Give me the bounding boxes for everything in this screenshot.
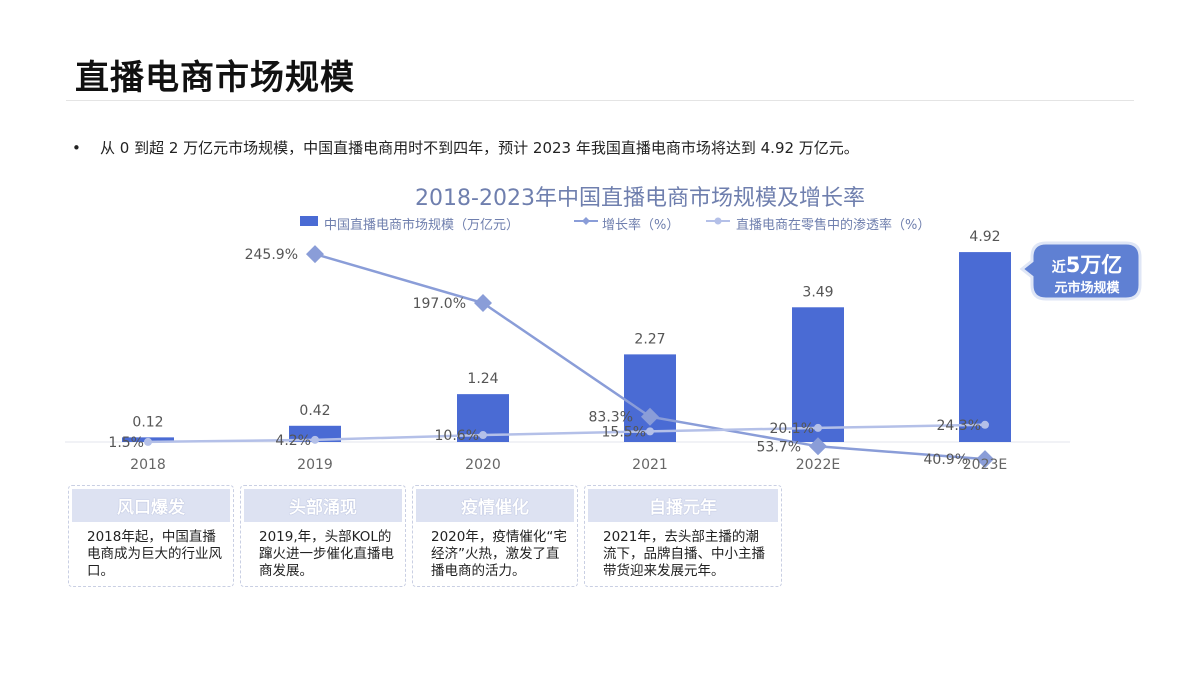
phase-card-2019: 头部涌现 2019,年，头部KOL的蹿火进一步催化直播电商发展。 xyxy=(240,485,406,587)
growth-rate-label: 197.0% xyxy=(413,296,466,312)
phase-card-2018: 风口爆发 2018年起，中国直播电商成为巨大的行业风口。 xyxy=(68,485,234,587)
bar-value-label: 1.24 xyxy=(467,371,498,387)
growth-rate-marker xyxy=(976,450,994,469)
callout-prefix: 近 xyxy=(1052,259,1066,276)
bar-value-label: 0.12 xyxy=(132,414,163,430)
legend-label-growth: 增长率（%） xyxy=(602,217,679,233)
callout-line-2: 元市场规模 xyxy=(1054,280,1120,296)
bar-value-label: 3.49 xyxy=(802,284,833,300)
x-tick-label: 2021 xyxy=(632,457,668,473)
phase-text: 2019,年，头部KOL的蹿火进一步催化直播电商发展。 xyxy=(259,529,394,579)
growth-rate-label: 40.9% xyxy=(924,452,968,468)
growth-rate-label: 53.7% xyxy=(757,439,801,455)
bar-2019 xyxy=(289,425,341,442)
growth-rate-marker xyxy=(474,294,492,312)
phase-card-2021: 自播元年 2021年，去头部主播的潮流下，品牌自播、中小主播带货迎来发展元年。 xyxy=(584,485,782,587)
callout-bubble xyxy=(1019,241,1142,301)
bar-value-label: 4.92 xyxy=(969,229,1000,245)
x-tick-label: 2018 xyxy=(130,457,166,473)
phase-title: 疫情催化 xyxy=(416,489,574,522)
chart-title: 2018-2023年中国直播电商市场规模及增长率 xyxy=(415,186,865,211)
phase-title: 自播元年 xyxy=(588,489,778,522)
bar-value-label: 0.42 xyxy=(299,403,330,419)
penetration-rate-marker xyxy=(814,423,822,432)
phase-title: 风口爆发 xyxy=(72,489,230,522)
penetration-rate-marker xyxy=(981,420,989,429)
penetration-rate-label: 24.3% xyxy=(937,418,981,434)
x-tick-label: 2020 xyxy=(465,457,501,473)
penetration-rate-marker xyxy=(311,435,319,444)
callout-emphasis: 5万亿 xyxy=(1066,253,1123,277)
phase-text: 2018年起，中国直播电商成为巨大的行业风口。 xyxy=(87,529,222,579)
growth-rate-marker xyxy=(306,245,324,264)
penetration-rate-marker xyxy=(646,427,654,436)
penetration-rate-label: 1.5% xyxy=(108,435,144,451)
bullet-text: 从 0 到超 2 万亿元市场规模，中国直播电商用时不到四年，预计 2023 年我… xyxy=(100,139,859,157)
title-divider xyxy=(66,100,1134,101)
growth-rate-marker xyxy=(641,407,659,426)
phase-title: 头部涌现 xyxy=(244,489,402,522)
bar-2023E xyxy=(959,252,1011,442)
penetration-rate-label: 4.2% xyxy=(275,433,311,449)
legend-marker-growth xyxy=(582,217,590,225)
bar-value-label: 2.27 xyxy=(634,331,665,347)
page-title: 直播电商市场规模 xyxy=(75,58,355,98)
growth-rate-label: 245.9% xyxy=(245,247,298,263)
x-tick-label: 2019 xyxy=(297,457,333,473)
phase-card-2020: 疫情催化 2020年，疫情催化“宅经济”火热，激发了直播电商的活力。 xyxy=(412,485,578,587)
legend-label-size: 中国直播电商市场规模（万亿元） xyxy=(324,217,519,233)
growth-rate-marker xyxy=(809,437,827,456)
phase-text: 2020年，疫情催化“宅经济”火热，激发了直播电商的活力。 xyxy=(431,529,567,579)
bullet-icon: • xyxy=(72,139,81,157)
legend-marker-penetration xyxy=(714,217,722,225)
bullet-point: • 从 0 到超 2 万亿元市场规模，中国直播电商用时不到四年，预计 2023 年… xyxy=(72,137,859,158)
growth-rate-label: 83.3% xyxy=(589,410,633,426)
penetration-rate-label: 15.5% xyxy=(602,424,646,440)
phase-text: 2021年，去头部主播的潮流下，品牌自播、中小主播带货迎来发展元年。 xyxy=(603,529,765,579)
x-tick-label: 2022E xyxy=(796,457,840,473)
penetration-rate-marker xyxy=(144,437,152,446)
x-tick-label: 2023E xyxy=(963,457,1007,473)
legend-swatch-bar xyxy=(300,216,318,226)
penetration-rate-label: 10.6% xyxy=(435,428,479,444)
callout-line-1: 近5万亿 xyxy=(1052,253,1123,277)
penetration-rate-marker xyxy=(479,431,487,440)
bar-2022E xyxy=(792,307,844,442)
penetration-rate-line xyxy=(147,423,986,444)
penetration-rate-label: 20.1% xyxy=(770,421,814,437)
legend-label-penetration: 直播电商在零售中的渗透率（%） xyxy=(736,217,930,233)
